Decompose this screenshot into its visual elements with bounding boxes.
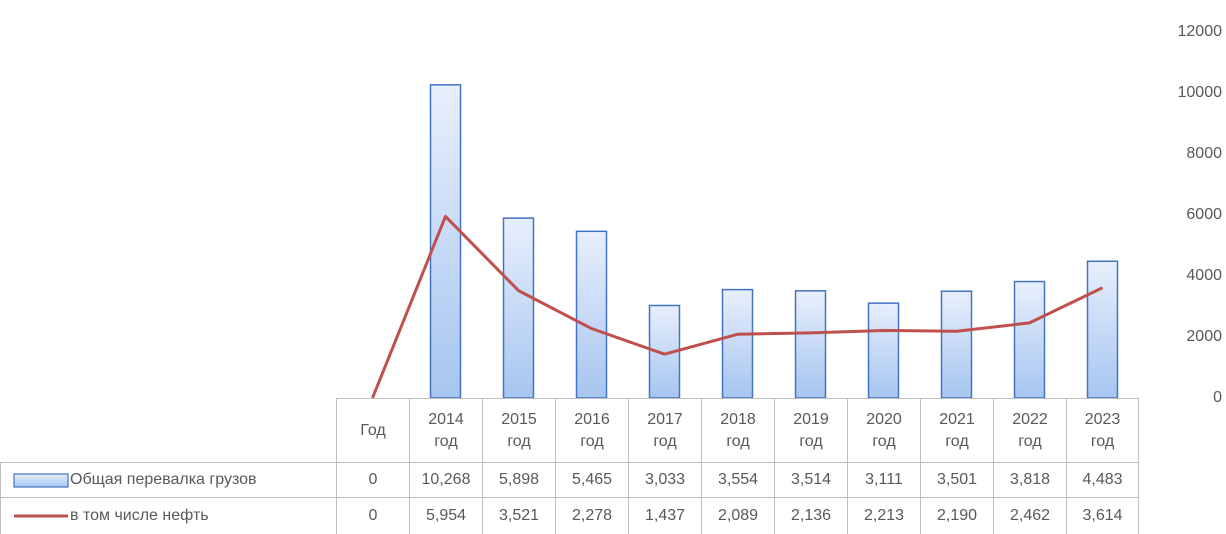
table-header-cell: 2016 год — [555, 398, 628, 462]
table-value: 2,190 — [920, 497, 993, 534]
table-value: 0 — [336, 497, 409, 534]
legend-cell — [0, 497, 336, 534]
y-tick-label: 4000 — [1186, 267, 1222, 284]
bar — [575, 230, 608, 399]
bar — [940, 290, 973, 399]
table-header-cell: Год — [336, 398, 409, 462]
table-value: 2,278 — [555, 497, 628, 534]
line — [371, 214, 1104, 399]
table-value: 3,033 — [628, 462, 701, 497]
table-value: 3,501 — [920, 462, 993, 497]
table-value: 3,614 — [1066, 497, 1139, 534]
table-value: 5,954 — [409, 497, 482, 534]
table-value: 3,554 — [701, 462, 774, 497]
y-tick-label: 2000 — [1186, 328, 1222, 345]
bar — [1086, 260, 1119, 399]
table-value: 10,268 — [409, 462, 482, 497]
table-header-cell: 2015 год — [482, 398, 555, 462]
table-value: 2,213 — [847, 497, 920, 534]
table-header-cell: 2019 год — [774, 398, 847, 462]
legend-label: Общая перевалка грузов — [70, 470, 257, 488]
table-header-cell: 2018 год — [701, 398, 774, 462]
table-header-cell: 2014 год — [409, 398, 482, 462]
bar — [429, 84, 462, 399]
y-tick-label: 0 — [1213, 389, 1222, 406]
table-value: 5,465 — [555, 462, 628, 497]
table-value: 2,089 — [701, 497, 774, 534]
table-value: 1,437 — [628, 497, 701, 534]
y-tick-label: 12000 — [1178, 23, 1223, 40]
table-header-cell: 2021 год — [920, 398, 993, 462]
legend-key — [13, 473, 69, 488]
table-header-cell: 2020 год — [847, 398, 920, 462]
bar — [502, 217, 535, 399]
table-value: 3,818 — [993, 462, 1066, 497]
table-value: 5,898 — [482, 462, 555, 497]
y-tick-label: 10000 — [1178, 84, 1223, 101]
table-value: 3,514 — [774, 462, 847, 497]
table-value: 3,111 — [847, 462, 920, 497]
table-value: 2,462 — [993, 497, 1066, 534]
table-value: 0 — [336, 462, 409, 497]
table-header-cell: 2022 год — [993, 398, 1066, 462]
y-tick-label: 8000 — [1186, 145, 1222, 162]
table-header-cell: 2023 год — [1066, 398, 1139, 462]
bar — [867, 302, 900, 399]
y-tick-label: 6000 — [1186, 206, 1222, 223]
bar — [794, 290, 827, 399]
table-value: 4,483 — [1066, 462, 1139, 497]
legend-label: в том числе нефть — [70, 506, 209, 524]
table-header-cell: 2017 год — [628, 398, 701, 462]
table-value: 2,136 — [774, 497, 847, 534]
table-value: 3,521 — [482, 497, 555, 534]
bar — [1013, 280, 1046, 399]
legend-cell — [0, 462, 336, 497]
bar — [721, 288, 754, 399]
